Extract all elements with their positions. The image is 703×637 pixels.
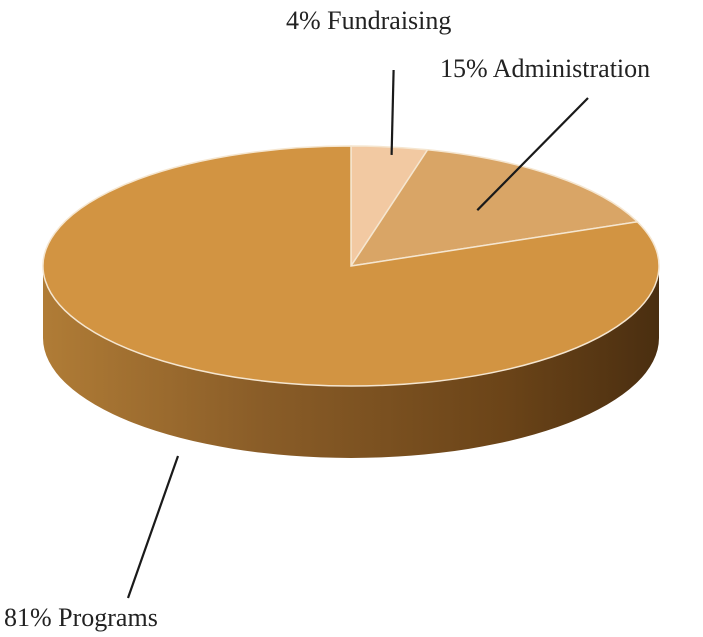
leader-line-programs	[126, 455, 180, 599]
label-administration: 15% Administration	[440, 54, 650, 83]
leader-line-administration	[476, 97, 589, 211]
pie-slice-programs	[42, 145, 660, 387]
pie-slice-administration	[349, 148, 639, 267]
leader-lines	[126, 69, 589, 599]
pie-side-wall	[43, 266, 659, 458]
leader-line-fundraising	[390, 69, 395, 155]
pie-depth	[43, 266, 659, 458]
label-programs: 81% Programs	[4, 603, 158, 632]
label-fundraising: 4% Fundraising	[286, 6, 451, 35]
pie-slices	[42, 145, 660, 387]
